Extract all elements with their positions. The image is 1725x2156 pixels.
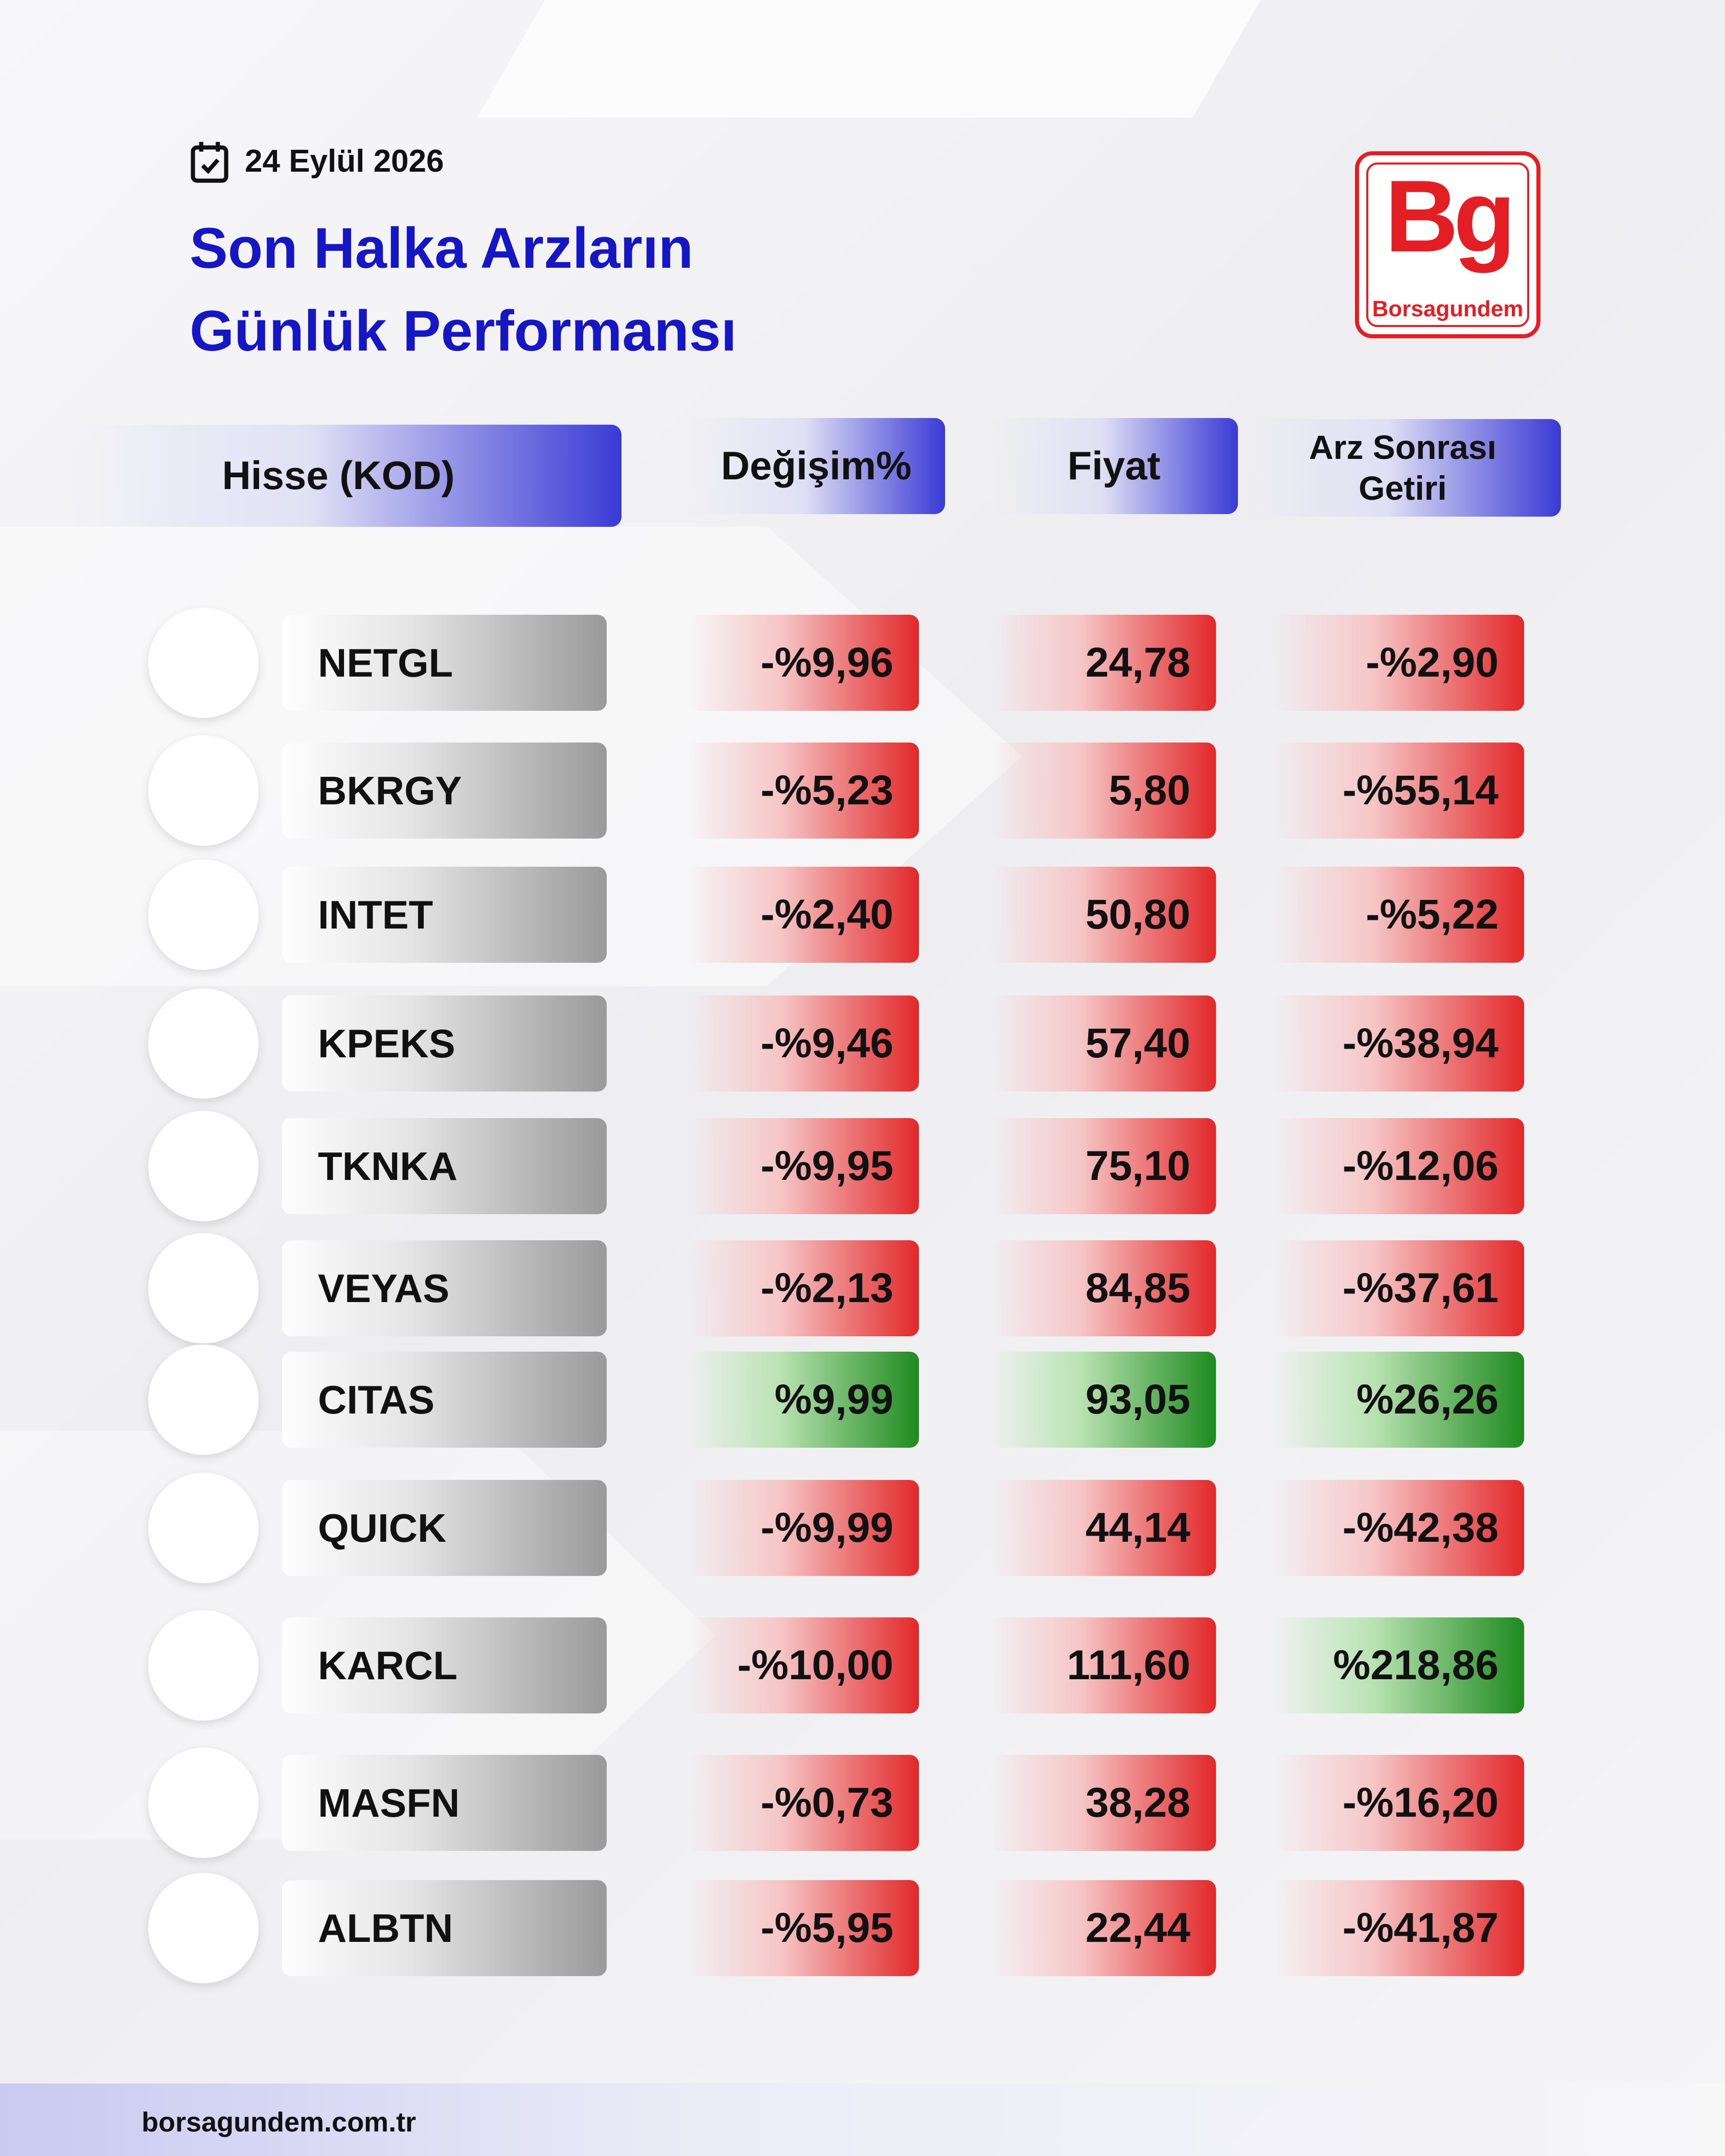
value-cell: 111,60	[990, 1617, 1216, 1713]
stock-code: TKNKA	[282, 1118, 607, 1214]
value-cell: 50,80	[990, 867, 1216, 963]
company-logo	[148, 1233, 259, 1343]
stock-code: QUICK	[282, 1480, 607, 1576]
value-cell: -%37,61	[1272, 1240, 1524, 1336]
value-cell: 57,40	[990, 995, 1216, 1092]
value-cell: %9,99	[687, 1352, 919, 1448]
column-header: Arz Sonrası Getiri	[1245, 419, 1561, 517]
value-cell: 44,14	[990, 1480, 1216, 1576]
stock-code: KARCL	[282, 1617, 607, 1713]
date: 24 Eylül 2026	[245, 144, 444, 179]
value-cell: -%5,95	[687, 1880, 919, 1976]
bg-shape	[477, 0, 1261, 118]
value-cell: -%5,23	[687, 743, 919, 839]
title: Son Halka Arzların	[190, 216, 694, 280]
stock-code: VEYAS	[282, 1240, 607, 1336]
value-cell: -%2,40	[687, 867, 919, 963]
company-logo	[148, 860, 259, 970]
logo-mark: Bg	[1385, 159, 1516, 273]
company-logo	[148, 1344, 259, 1455]
value-cell: 24,78	[990, 615, 1216, 711]
value-cell: %26,26	[1272, 1352, 1524, 1448]
footer	[0, 2083, 1725, 2156]
value-cell: 75,10	[990, 1118, 1216, 1214]
column-header: Değişim%	[687, 418, 945, 514]
value-cell: -%2,13	[687, 1240, 919, 1336]
value-cell: 22,44	[990, 1880, 1216, 1976]
company-logo	[148, 1610, 259, 1721]
value-cell: -%9,96	[687, 615, 919, 711]
value-cell: -%2,90	[1272, 615, 1524, 711]
stock-code: CITAS	[282, 1352, 607, 1448]
stock-code: KPEKS	[282, 995, 607, 1092]
logo: Bg Borsagundem	[1355, 151, 1540, 338]
company-logo	[148, 988, 259, 1099]
stock-code: MASFN	[282, 1755, 607, 1851]
value-cell: 38,28	[990, 1755, 1216, 1851]
value-cell: -%55,14	[1272, 743, 1524, 839]
value-cell: 93,05	[990, 1352, 1216, 1448]
value-cell: -%9,46	[687, 995, 919, 1092]
logo-name: Borsagundem	[1372, 296, 1524, 321]
value-cell: -%9,99	[687, 1480, 919, 1576]
stock-code: BKRGY	[282, 743, 607, 839]
value-cell: -%41,87	[1272, 1880, 1524, 1976]
value-cell: -%38,94	[1272, 995, 1524, 1092]
company-logo	[148, 608, 259, 718]
value-cell: -%9,95	[687, 1118, 919, 1214]
stock-code: NETGL	[282, 615, 607, 711]
title: Günlük Performansı	[190, 299, 737, 363]
value-cell: -%42,38	[1272, 1480, 1524, 1576]
stock-code: INTET	[282, 867, 607, 963]
column-header: Fiyat	[990, 418, 1238, 514]
value-cell: -%16,20	[1272, 1755, 1524, 1851]
value-cell: -%0,73	[687, 1755, 919, 1851]
value-cell: -%10,00	[687, 1617, 919, 1713]
stock-code: ALBTN	[282, 1880, 607, 1976]
value-cell: %218,86	[1272, 1617, 1524, 1713]
column-header: Hisse (KOD)	[55, 425, 622, 527]
company-logo	[148, 1873, 259, 1983]
company-logo	[148, 735, 259, 846]
value-cell: 5,80	[990, 743, 1216, 839]
value-cell: -%12,06	[1272, 1118, 1524, 1214]
company-logo	[148, 1111, 259, 1221]
value-cell: 84,85	[990, 1240, 1216, 1336]
calendar-icon	[191, 142, 228, 183]
footer-url: borsagundem.com.tr	[142, 2107, 417, 2138]
company-logo	[148, 1473, 259, 1583]
value-cell: -%5,22	[1272, 867, 1524, 963]
company-logo	[148, 1748, 259, 1858]
